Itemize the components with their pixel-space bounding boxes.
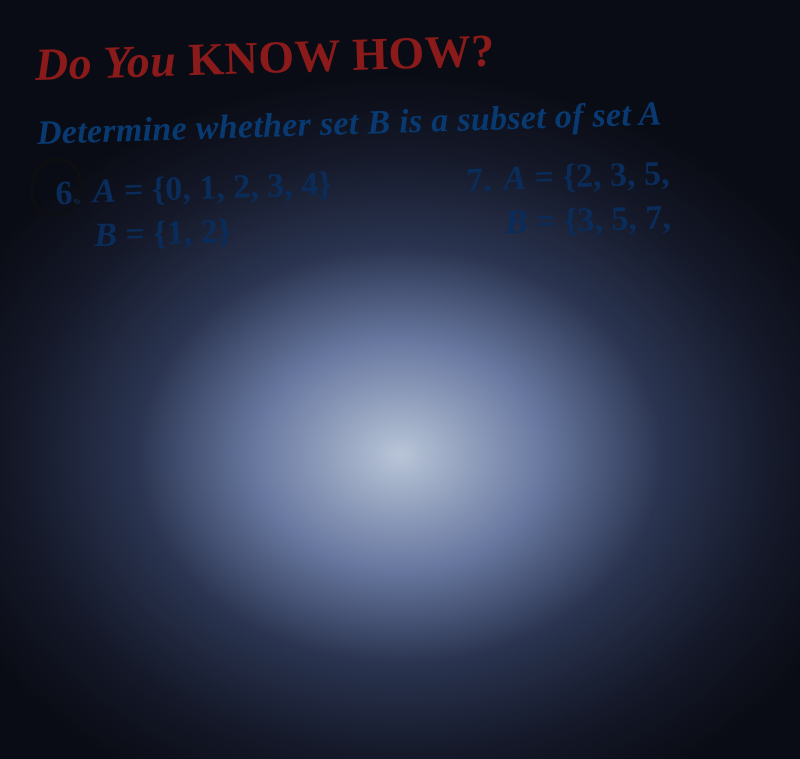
set-b-var: B bbox=[94, 217, 118, 255]
set-a-members: = {2, 3, 5, bbox=[526, 155, 670, 196]
problem-number: 6. bbox=[50, 174, 81, 214]
problem-number: 7. bbox=[461, 161, 492, 201]
set-b-line: B = {1, 2} bbox=[94, 210, 334, 255]
problem-sets: A = {2, 3, 5, B = {3, 5, 7, bbox=[503, 155, 671, 242]
set-a-line: A = {0, 1, 2, 3, 4} bbox=[92, 166, 332, 211]
title-word-do: Do bbox=[34, 37, 104, 90]
set-b-members: = {1, 2} bbox=[116, 213, 231, 254]
set-a-var: A bbox=[92, 173, 116, 211]
title-word-know: KNOW bbox=[187, 29, 352, 85]
problem-7: 7. A = {2, 3, 5, B = {3, 5, 7, bbox=[461, 155, 671, 243]
title-word-you: You bbox=[102, 34, 189, 88]
title-word-how: HOW? bbox=[351, 25, 495, 80]
set-a-var: A bbox=[503, 160, 527, 198]
set-b-line: B = {3, 5, 7, bbox=[504, 199, 671, 242]
problem-sets: A = {0, 1, 2, 3, 4} B = {1, 2} bbox=[92, 166, 333, 255]
page-title: Do You KNOW HOW? bbox=[34, 14, 800, 91]
problems-row: 6. A = {0, 1, 2, 3, 4} B = {1, 2} 7. A =… bbox=[38, 151, 800, 257]
worksheet-page: Do You KNOW HOW? Determine whether set B… bbox=[34, 14, 800, 257]
instruction-text: Determine whether set B is a subset of s… bbox=[36, 91, 800, 153]
set-b-members: = {3, 5, 7, bbox=[527, 199, 671, 240]
set-b-var: B bbox=[504, 204, 528, 242]
set-a-line: A = {2, 3, 5, bbox=[503, 155, 670, 198]
set-a-members: = {0, 1, 2, 3, 4} bbox=[115, 166, 332, 210]
problem-6: 6. A = {0, 1, 2, 3, 4} B = {1, 2} bbox=[50, 166, 333, 257]
